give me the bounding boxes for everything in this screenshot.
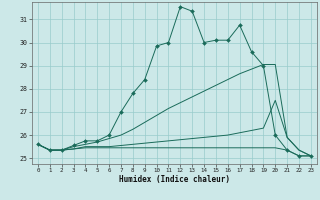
X-axis label: Humidex (Indice chaleur): Humidex (Indice chaleur) <box>119 175 230 184</box>
